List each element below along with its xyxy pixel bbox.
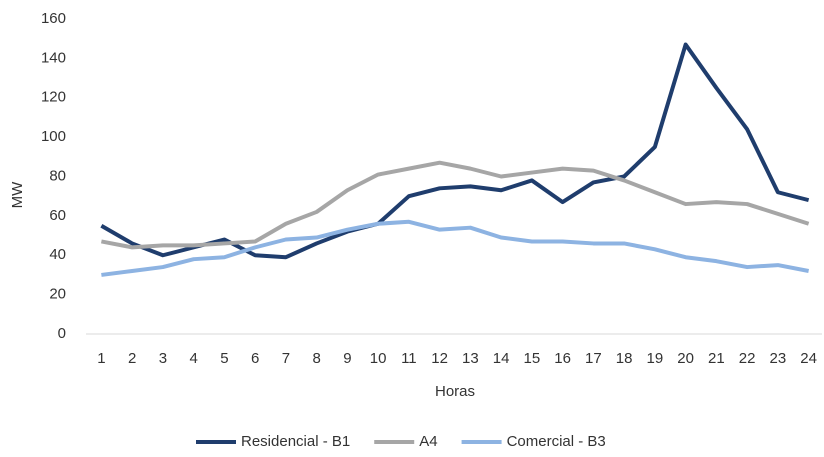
y-tick-label: 140 (41, 49, 66, 66)
x-tick-label: 10 (370, 350, 387, 367)
y-tick-label: 40 (49, 246, 66, 263)
x-tick-label: 22 (739, 350, 756, 367)
x-tick-label: 13 (462, 350, 479, 367)
x-tick-label: 3 (159, 350, 167, 367)
y-axis-label: MW (9, 181, 26, 208)
y-tick-label: 0 (58, 325, 66, 342)
x-tick-label: 21 (708, 350, 725, 367)
x-tick-label: 12 (431, 350, 448, 367)
x-tick-label: 15 (524, 350, 541, 367)
x-tick-label: 4 (189, 350, 197, 367)
x-tick-label: 1 (97, 350, 105, 367)
x-tick-label: 2 (128, 350, 136, 367)
x-axis-label: Horas (435, 383, 475, 400)
x-tick-label: 19 (647, 350, 664, 367)
series-line (100, 42, 810, 260)
x-tick-label: 20 (677, 350, 694, 367)
y-tick-label: 120 (41, 89, 66, 106)
x-tick-label: 5 (220, 350, 228, 367)
series-line (100, 160, 810, 250)
x-tick-label: 24 (800, 350, 817, 367)
x-tick-label: 9 (343, 350, 351, 367)
x-tick-label: 17 (585, 350, 602, 367)
x-tick-label: 6 (251, 350, 259, 367)
series-line (101, 219, 810, 277)
x-tick-label: 11 (401, 350, 417, 367)
y-tick-label: 80 (49, 167, 66, 184)
x-tick-label: 23 (770, 350, 787, 367)
x-tick-label: 14 (493, 350, 510, 367)
y-tick-label: 60 (49, 207, 66, 224)
x-tick-label: 16 (554, 350, 571, 367)
y-tick-label: 100 (41, 128, 66, 145)
y-tick-label: 160 (41, 10, 66, 27)
x-tick-label: 7 (282, 350, 290, 367)
x-tick-label: 8 (312, 350, 320, 367)
legend-label: Comercial - B3 (507, 433, 606, 450)
legend-label: Residencial - B1 (241, 433, 350, 450)
legend-label: A4 (419, 433, 437, 450)
x-tick-label: 18 (616, 350, 633, 367)
y-tick-label: 20 (49, 286, 66, 303)
